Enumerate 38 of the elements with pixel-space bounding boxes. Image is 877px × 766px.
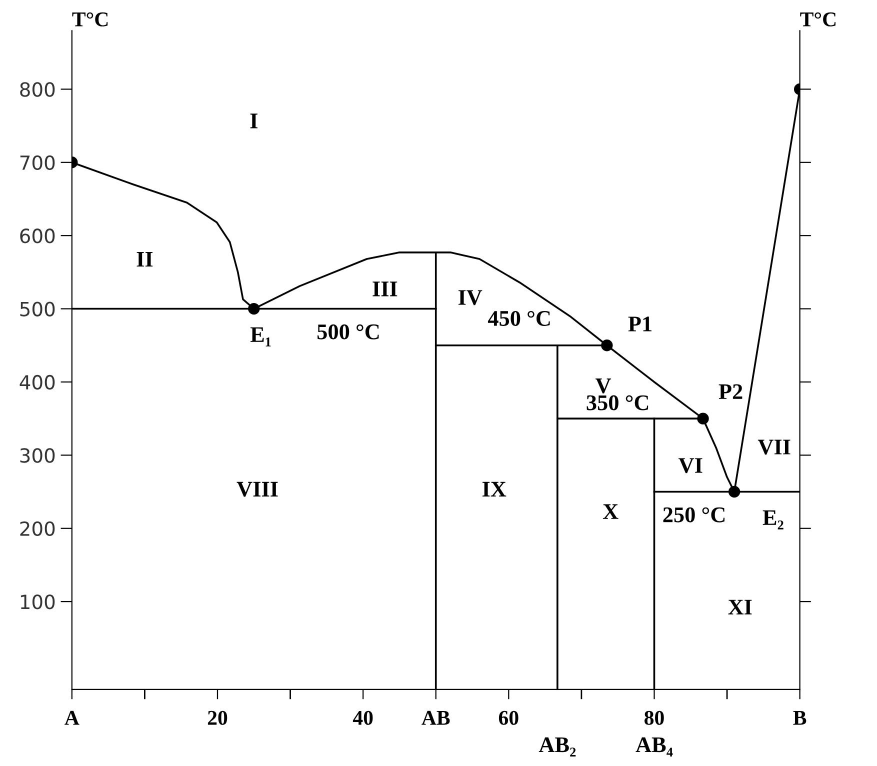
y-tick-label: 400 [20, 374, 55, 390]
x-tick-label: AB [422, 710, 450, 725]
annotation: IV [458, 290, 482, 306]
annotation: X [602, 504, 618, 519]
annotation: III [372, 282, 398, 296]
annotation: 450 °C [488, 310, 550, 326]
annotation: VIII [236, 482, 278, 497]
y-axis-title: T°C [72, 12, 108, 26]
y-tick-label: 500 [20, 302, 55, 316]
y2-axis-title: T°C [800, 12, 836, 26]
annotation: II [136, 252, 153, 267]
annotation: IX [482, 482, 506, 496]
x-tick-label: A [64, 710, 80, 725]
annotation: 350 °C [586, 395, 648, 410]
x-tick-label: 60 [498, 710, 518, 725]
y-tick-label: 100 [20, 594, 55, 610]
x-tick-label: 20 [208, 710, 228, 725]
y-tick-label: 800 [20, 82, 55, 97]
annotation: VI [678, 458, 702, 474]
annotation: E₂ [762, 510, 784, 530]
annotation: V [596, 378, 612, 394]
x-tick-label: B [793, 711, 806, 725]
y-tick-label: 200 [20, 521, 55, 536]
y-tick-label: 600 [20, 228, 55, 244]
annotation: VII [758, 440, 790, 455]
annotation: P1 [628, 316, 652, 332]
x-tick-label: 80 [644, 710, 664, 725]
annotation: P2 [718, 384, 742, 399]
y-tick-label: 700 [20, 155, 55, 170]
annotation: AB₄ [636, 737, 673, 756]
annotation: 500 °C [317, 324, 379, 340]
y-tick-label: 300 [20, 448, 55, 463]
x-tick-label: 40 [352, 710, 373, 725]
annotation: XI [728, 600, 752, 614]
annotation: 250 °C [663, 507, 724, 522]
annotation: I [250, 114, 258, 128]
annotation: E₁ [250, 327, 271, 346]
annotation: AB₂ [538, 737, 576, 756]
